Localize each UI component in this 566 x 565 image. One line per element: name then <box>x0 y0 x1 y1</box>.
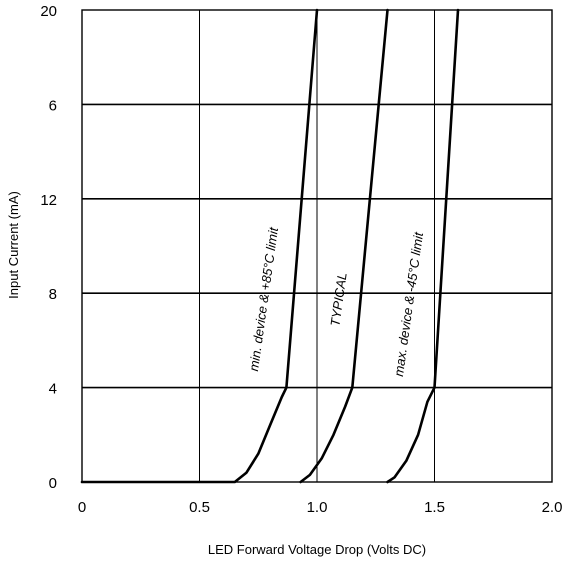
series-label-3: max. device & -45°C limit <box>391 230 426 377</box>
series-line-2 <box>299 8 389 484</box>
y-tick-label: 6 <box>49 97 57 114</box>
curve-layer <box>80 8 460 484</box>
x-axis-title: LED Forward Voltage Drop (Volts DC) <box>208 542 426 557</box>
y-tick-label: 4 <box>49 381 57 398</box>
y-tick-label: 8 <box>49 286 57 303</box>
label-layer: Input Current (mA) LED Forward Voltage D… <box>6 3 562 557</box>
y-tick-label: 0 <box>49 475 57 492</box>
grid-layer <box>81 9 553 483</box>
series-label-2: TYPICAL <box>327 271 349 327</box>
series-line-3 <box>386 8 460 484</box>
x-tick-label: 0 <box>78 499 86 516</box>
x-tick-label: 0.5 <box>189 499 210 516</box>
y-tick-label: 12 <box>40 192 57 209</box>
x-tick-label: 1.0 <box>307 499 328 516</box>
y-tick-label: 20 <box>40 3 57 20</box>
series-label-1: min. device & +85°C limit <box>246 225 281 372</box>
x-tick-label: 2.0 <box>542 499 563 516</box>
series-line-1 <box>80 8 319 484</box>
y-axis-title: Input Current (mA) <box>6 191 21 299</box>
x-tick-label: 1.5 <box>424 499 445 516</box>
